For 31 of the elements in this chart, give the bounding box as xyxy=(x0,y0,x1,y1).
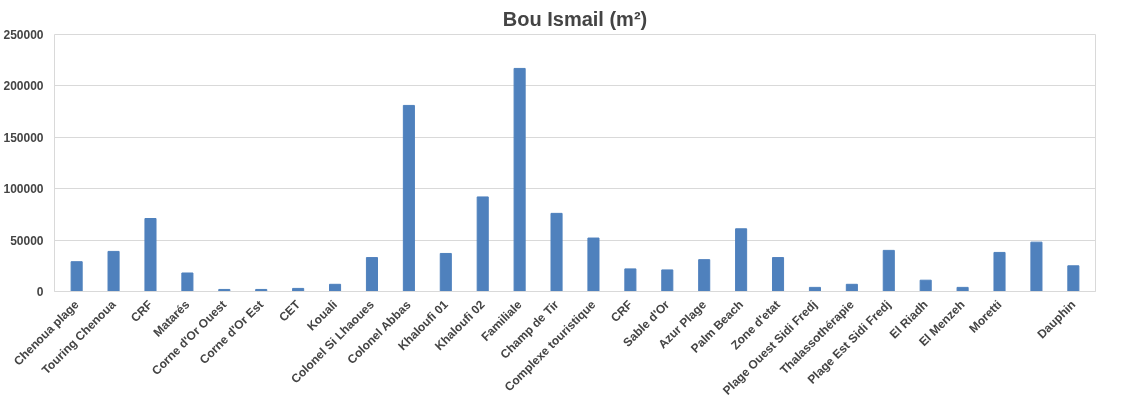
bar xyxy=(550,212,563,292)
bar xyxy=(661,269,674,292)
bar xyxy=(70,261,83,292)
y-tick-label: 100000 xyxy=(3,182,44,197)
bar xyxy=(845,283,858,292)
bar xyxy=(587,237,600,292)
bar xyxy=(919,279,932,292)
bar xyxy=(181,272,194,292)
y-tick-label: 250000 xyxy=(3,28,44,42)
bar xyxy=(624,268,637,292)
y-tick-label: 150000 xyxy=(3,130,44,145)
bar xyxy=(735,228,748,292)
bar xyxy=(329,283,342,292)
bar xyxy=(1030,241,1043,292)
bar xyxy=(402,104,415,292)
bar xyxy=(698,259,711,292)
bar xyxy=(476,196,489,292)
bar xyxy=(365,257,379,292)
bar xyxy=(771,257,785,292)
chart-title: Bou Ismail (m²) xyxy=(502,7,648,30)
bar xyxy=(1067,265,1080,292)
bar xyxy=(107,250,120,292)
bar xyxy=(956,286,969,292)
bar xyxy=(144,218,157,292)
bar xyxy=(439,252,452,292)
y-tick-label: 200000 xyxy=(3,79,44,94)
y-tick-label: 0 xyxy=(36,285,44,299)
bar xyxy=(993,251,1006,292)
bar xyxy=(513,67,526,292)
bar xyxy=(882,249,895,292)
y-tick-label: 50000 xyxy=(10,233,44,248)
